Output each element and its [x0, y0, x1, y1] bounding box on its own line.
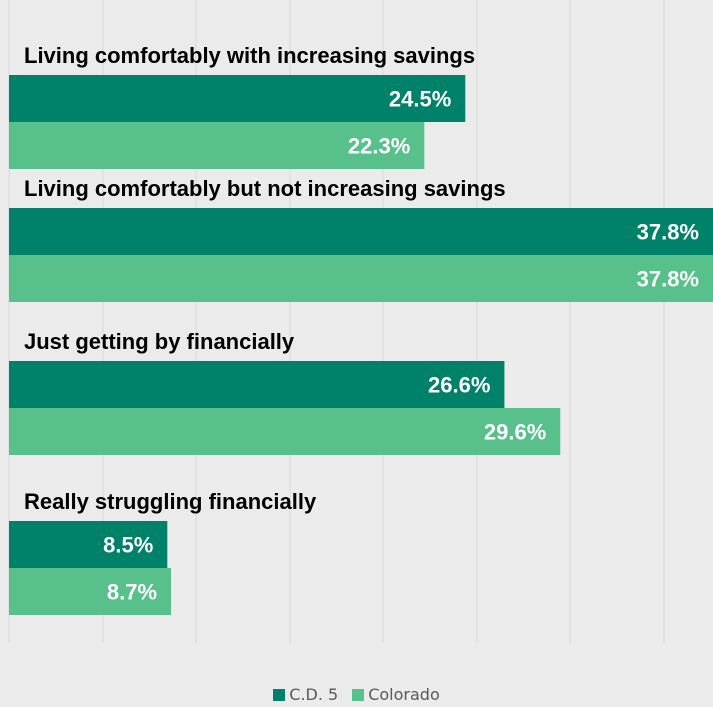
bar-cd5-2 — [9, 361, 505, 408]
bar-colorado-1 — [9, 255, 713, 302]
legend-label-cd5: C.D. 5 — [289, 685, 339, 704]
data-label-colorado-1: 37.8% — [637, 267, 699, 292]
category-label-2: Just getting by financially — [24, 329, 295, 354]
data-label-cd5-2: 26.6% — [428, 373, 490, 398]
bar-colorado-2 — [9, 408, 561, 455]
bar-cd5-3 — [9, 521, 168, 568]
data-label-cd5-1: 37.8% — [637, 220, 699, 245]
category-label-1: Living comfortably but not increasing sa… — [24, 176, 506, 201]
legend-swatch-colorado — [352, 688, 365, 701]
bar-colorado-0 — [9, 122, 425, 169]
legend-label-colorado: Colorado — [368, 685, 440, 704]
data-label-colorado-3: 8.7% — [107, 580, 157, 605]
legend: C.D. 5 Colorado — [0, 685, 713, 704]
bar-cd5-0 — [9, 75, 466, 122]
legend-item-cd5: C.D. 5 — [273, 685, 338, 704]
data-label-colorado-2: 29.6% — [484, 420, 546, 445]
data-label-colorado-0: 22.3% — [348, 134, 410, 159]
category-label-0: Living comfortably with increasing savin… — [24, 43, 475, 68]
data-label-cd5-0: 24.5% — [389, 87, 451, 112]
bar-colorado-3 — [9, 568, 172, 615]
legend-swatch-cd5 — [273, 688, 286, 701]
category-label-3: Really struggling financially — [24, 489, 317, 514]
bar-cd5-1 — [9, 208, 713, 255]
data-label-cd5-3: 8.5% — [103, 533, 153, 558]
legend-item-colorado: Colorado — [352, 685, 440, 704]
